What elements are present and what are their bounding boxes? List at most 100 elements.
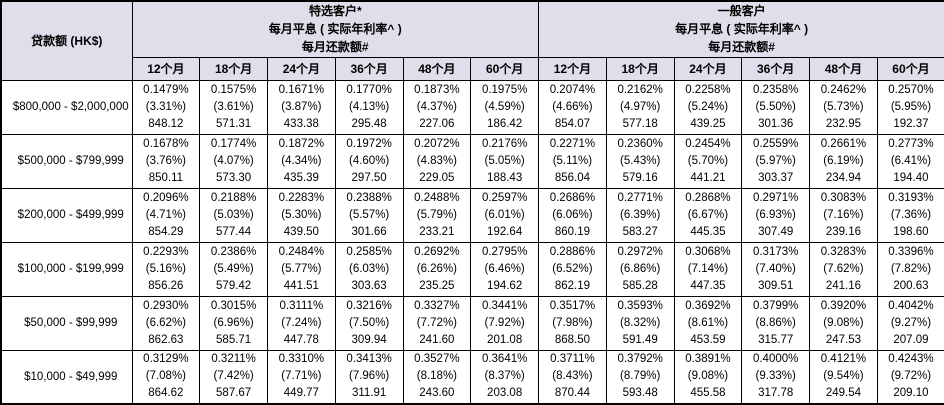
tenor-header: 24个月 [673,56,743,81]
repayment: 239.16 [825,225,862,238]
rate-cell: 0.1774% (4.07%) 573.30 [199,133,268,189]
flat-rate: 0.2686% [549,191,596,204]
rate-cell: 0.2072% (4.83%) 229.05 [402,133,472,189]
group-title: 一般客户 [717,4,766,19]
rate-cell: 0.3193% (7.36%) 198.60 [876,187,944,243]
apr: (7.08%) [145,370,187,383]
apr: (3.61%) [213,100,254,113]
apr: (5.43%) [620,154,661,167]
loan-range-cell: $50,000 - $99,999 [0,295,133,351]
rate-cell: 0.3129% (7.08%) 864.62 [131,349,201,405]
repayment: 868.50 [554,333,591,346]
apr: (4.34%) [281,154,322,167]
flat-rate: 0.4243% [888,353,934,366]
flat-rate: 0.2972% [617,245,663,258]
apr: (6.62%) [145,316,187,329]
repayment: 194.40 [893,171,929,184]
tenor-header: 24个月 [267,56,336,81]
flat-rate: 0.3083% [820,191,867,204]
apr: (7.16%) [823,208,864,221]
apr: (5.49%) [213,262,254,275]
table-row: $200,000 - $499,999 0.2096% (4.71%) 854.29 0… [0,187,944,243]
apr: (6.06%) [552,208,593,221]
apr: (7.92%) [484,316,525,329]
rate-cell: 0.3593% (8.32%) 591.49 [605,295,675,351]
apr: (8.79%) [620,370,661,383]
apr: (7.98%) [552,316,593,329]
repayment: 862.63 [148,333,184,346]
flat-rate: 0.2271% [549,137,596,150]
table-row: $500,000 - $799,999 0.1678% (3.76%) 850.11 0… [0,133,944,189]
repayment: 848.12 [148,117,184,130]
flat-rate: 0.1671% [278,83,325,96]
rate-cell: 0.3692% (8.61%) 453.59 [673,295,743,351]
flat-rate: 0.3015% [210,299,257,312]
apr: (6.41%) [890,154,932,167]
rate-cell: 0.3310% (7.71%) 449.77 [267,349,336,405]
rate-cell: 0.3211% (7.42%) 587.67 [199,349,268,405]
apr: (4.83%) [416,154,458,167]
flat-rate: 0.2293% [143,245,189,258]
repayment: 585.71 [216,333,252,346]
repayment: 229.05 [419,171,455,184]
flat-rate: 0.2971% [752,191,799,204]
repayment: 317.78 [758,387,794,400]
rate-cell: 0.1872% (4.34%) 435.39 [267,133,336,189]
repayment: 439.25 [690,117,726,130]
flat-rate: 0.3517% [549,299,596,312]
repayment: 435.39 [283,171,319,184]
flat-rate: 0.2585% [346,245,392,258]
rates-tbody: $800,000 - $2,000,000 0.1479% (3.31%) 848.1… [0,79,944,405]
repayment: 441.51 [283,279,319,292]
apr: (7.96%) [348,370,390,383]
apr: (8.61%) [687,316,729,329]
tenor-header: 12个月 [131,56,201,81]
repayment: 309.94 [351,333,387,346]
repayment: 192.64 [487,225,523,238]
rate-cell: 0.3015% (6.96%) 585.71 [199,295,268,351]
rate-cell: 0.2773% (6.41%) 194.40 [876,133,944,189]
rate-cell: 0.4000% (9.33%) 317.78 [741,349,811,405]
apr: (9.27%) [890,316,932,329]
flat-rate: 0.3891% [685,353,731,366]
flat-rate: 0.4042% [888,299,934,312]
rate-cell: 0.3792% (8.79%) 593.48 [605,349,675,405]
flat-rate: 0.2462% [820,83,867,96]
flat-rate: 0.2771% [617,191,663,204]
rate-cell: 0.2868% (6.67%) 445.35 [673,187,743,243]
repayment: 241.60 [419,333,455,346]
rate-cell: 0.3173% (7.40%) 309.51 [741,241,811,297]
repayment: 201.08 [487,333,523,346]
apr: (5.30%) [281,208,322,221]
apr: (7.24%) [281,316,322,329]
flat-rate: 0.3792% [617,353,663,366]
rate-cell: 0.2771% (6.39%) 583.27 [605,187,675,243]
apr: (3.87%) [281,100,322,113]
tenor-header: 18个月 [605,56,675,81]
rate-cell: 0.2559% (5.97%) 303.37 [741,133,811,189]
rate-cell: 0.2462% (5.73%) 232.95 [809,79,878,135]
table-row: $800,000 - $2,000,000 0.1479% (3.31%) 848.1… [0,79,944,135]
repayment: 243.60 [419,387,455,400]
flat-rate: 0.3593% [617,299,663,312]
apr: (7.14%) [687,262,729,275]
apr: (6.03%) [348,262,390,275]
repayment: 200.63 [893,279,929,292]
flat-rate: 0.3527% [414,353,460,366]
apr: (7.36%) [890,208,932,221]
apr: (8.37%) [484,370,525,383]
repayment: 860.19 [554,225,591,238]
repayment: 591.49 [622,333,658,346]
rate-cell: 0.1678% (3.76%) 850.11 [131,133,201,189]
flat-rate: 0.3396% [888,245,934,258]
apr: (6.93%) [755,208,796,221]
general-customer-group-header: 一般客户 每月平息 ( 实际年利率^ ) 每月还款额# [538,0,944,58]
repayment: 862.19 [554,279,591,292]
apr: (5.11%) [552,154,593,167]
rate-cell: 0.1975% (4.59%) 186.42 [470,79,540,135]
flat-rate: 0.2454% [685,137,731,150]
group-title: 特选客户* [308,4,362,19]
apr: (6.52%) [552,262,593,275]
rate-cell: 0.3413% (7.96%) 311.91 [334,349,404,405]
flat-rate: 0.1872% [278,137,325,150]
